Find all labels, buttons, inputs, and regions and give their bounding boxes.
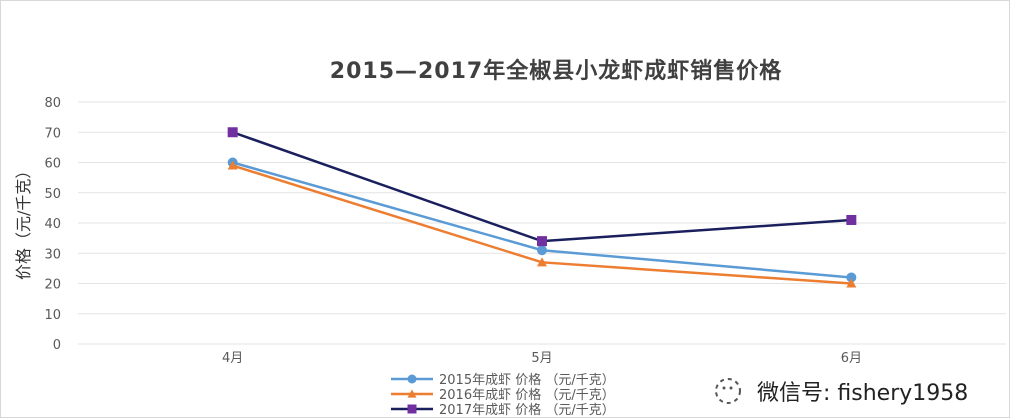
legend-item-2015: 2015年成虾 价格 （元/千克） [389,371,615,388]
x-tick-label: 4月 [222,351,243,366]
legend-item-2016: 2016年成虾 价格 （元/千克） [389,386,615,403]
wechat-icon [715,378,741,404]
y-axis-label: 价格（元/千克） [14,162,33,280]
legend: 2015年成虾 价格 （元/千克） 2016年成虾 价格 （元/千克） 2017… [389,371,615,418]
series-line-2 [232,131,852,243]
watermark: 微信号: fishery1958 [713,375,968,407]
data-point [537,245,547,256]
data-point [537,257,547,267]
data-point [407,374,417,383]
y-tick-label: 60 [44,157,61,172]
legend-marker [391,404,433,413]
y-tick-label: 70 [44,126,61,141]
y-tick-label: 0 [53,338,61,353]
y-tick-label: 20 [44,278,61,293]
data-point [407,389,417,398]
legend-item-2017: 2017年成虾 价格 （元/千克） [389,401,615,418]
legend-label: 2017年成虾 价格 （元/千克） [439,403,615,418]
data-point [227,160,238,170]
x-tick-label: 6月 [841,351,862,366]
watermark-text: 微信号: fishery1958 [757,381,969,406]
legend-label: 2015年成虾 价格 （元/千克） [439,373,615,388]
y-tick-label: 40 [44,217,61,232]
data-point [846,278,857,288]
legend-label: 2016年成虾 价格 （元/千克） [439,388,615,403]
data-point [227,127,238,138]
y-tick-label: 30 [44,247,61,262]
data-point [846,214,857,225]
legend-marker [391,389,433,398]
y-tick-label: 80 [44,96,61,111]
y-tick-label: 50 [44,187,61,202]
data-point [407,404,417,413]
y-tick-label: 10 [44,308,61,323]
legend-marker [391,374,433,383]
data-point [537,236,547,247]
data-point [846,272,857,283]
x-tick-label: 5月 [531,351,552,366]
chart-title: 2015—2017年全椒县小龙虾成虾销售价格 [329,59,783,84]
